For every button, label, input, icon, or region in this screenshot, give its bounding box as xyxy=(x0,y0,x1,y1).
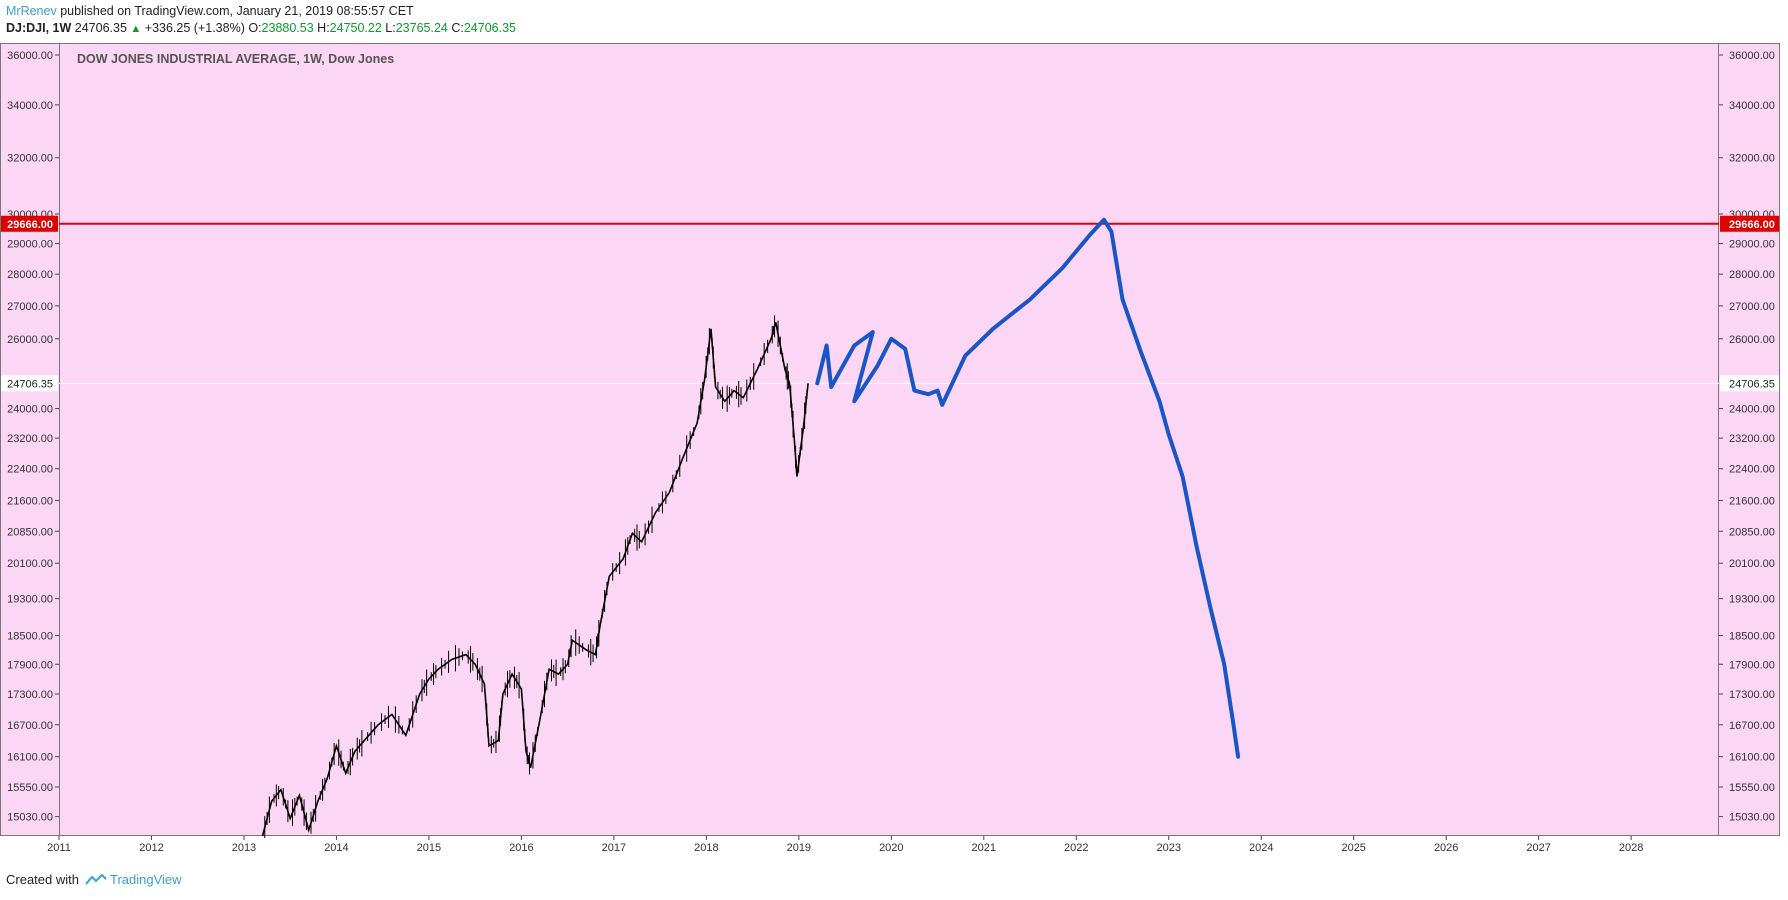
high-value: 24750.22 xyxy=(329,21,382,35)
y-tick-label-left: 36000.00 xyxy=(7,50,53,62)
x-tick-label: 2021 xyxy=(972,842,996,854)
chart-title: DOW JONES INDUSTRIAL AVERAGE, 1W, Dow Jo… xyxy=(77,52,395,66)
y-tick-label-left: 27000.00 xyxy=(7,301,53,313)
ohlc-bar: DJ:DJI, 1W 24706.35 ▲ +336.25 (+1.38%) O… xyxy=(6,21,516,37)
tradingview-link[interactable]: TradingView xyxy=(110,872,182,887)
current-price-box-left xyxy=(1,375,58,392)
y-tick-label-right: 19300.00 xyxy=(1729,594,1775,606)
x-tick-label: 2016 xyxy=(509,842,533,854)
x-tick-label: 2012 xyxy=(139,842,163,854)
x-tick-label: 2028 xyxy=(1619,842,1643,854)
y-tick-label-right: 26000.00 xyxy=(1729,334,1775,346)
close-label: C: xyxy=(451,21,464,35)
y-tick-label-left: 29000.00 xyxy=(7,239,53,251)
current-price-label-left: 24706.35 xyxy=(7,378,53,390)
y-tick-label-right: 22400.00 xyxy=(1729,464,1775,476)
tradingview-logo-icon xyxy=(84,873,107,885)
low-label: L: xyxy=(385,21,396,35)
footer: Created with TradingView xyxy=(6,872,182,887)
x-tick-label: 2025 xyxy=(1341,842,1365,854)
resistance-label-box-right xyxy=(1720,215,1779,232)
projection-drawing xyxy=(815,217,1241,759)
y-tick-label-right: 16700.00 xyxy=(1729,720,1775,732)
y-tick-label-left: 22400.00 xyxy=(7,464,53,476)
y-tick-label-left: 17300.00 xyxy=(7,689,53,701)
y-tick-label-right: 36000.00 xyxy=(1729,50,1775,62)
y-tick-label-right: 24000.00 xyxy=(1729,404,1775,416)
y-tick-label-right: 18500.00 xyxy=(1729,631,1775,643)
x-tick-label: 2014 xyxy=(324,842,348,854)
y-tick-label-right: 34000.00 xyxy=(1729,100,1775,112)
left-price-axis[interactable] xyxy=(0,43,59,836)
y-tick-label-right: 15550.00 xyxy=(1729,782,1775,794)
y-tick-label-left: 34000.00 xyxy=(7,100,53,112)
x-tick-label: 2015 xyxy=(417,842,441,854)
low-value: 23765.24 xyxy=(395,21,448,35)
x-tick-label: 2020 xyxy=(879,842,903,854)
current-price-box-right xyxy=(1720,375,1779,392)
y-tick-label-left: 15550.00 xyxy=(7,782,53,794)
x-tick-label: 2027 xyxy=(1526,842,1550,854)
symbol-label: DJ:DJI, 1W xyxy=(6,21,72,35)
x-tick-label: 2026 xyxy=(1434,842,1458,854)
y-tick-label-left: 20100.00 xyxy=(7,558,53,570)
y-tick-label-right: 28000.00 xyxy=(1729,269,1775,281)
y-tick-label-left: 17900.00 xyxy=(7,659,53,671)
y-tick-label-right: 16100.00 xyxy=(1729,752,1775,764)
up-arrow-icon: ▲ xyxy=(130,23,142,35)
x-tick-label: 2013 xyxy=(232,842,256,854)
y-tick-label-right: 17900.00 xyxy=(1729,659,1775,671)
high-label: H: xyxy=(317,21,330,35)
y-tick-label-left: 20850.00 xyxy=(7,526,53,538)
y-tick-label-right: 15030.00 xyxy=(1729,812,1775,824)
x-tick-label: 2019 xyxy=(787,842,811,854)
x-tick-label: 2011 xyxy=(47,842,71,854)
last-price: 24706.35 xyxy=(74,21,127,35)
right-price-axis[interactable] xyxy=(1719,43,1780,836)
open-value: 23880.53 xyxy=(261,21,314,35)
y-tick-label-left: 19300.00 xyxy=(7,594,53,606)
y-tick-label-right: 32000.00 xyxy=(1729,153,1775,165)
y-tick-label-left: 23200.00 xyxy=(7,433,53,445)
y-tick-label-left: 26000.00 xyxy=(7,334,53,346)
open-label: O: xyxy=(248,21,262,35)
y-tick-label-right: 21600.00 xyxy=(1729,495,1775,507)
y-tick-label-left: 21600.00 xyxy=(7,495,53,507)
publish-text: published on TradingView.com, January 21… xyxy=(60,4,414,18)
x-tick-label: 2023 xyxy=(1157,842,1181,854)
y-tick-label-left: 28000.00 xyxy=(7,269,53,281)
close-value: 24706.35 xyxy=(463,21,516,35)
resistance-label-box-left xyxy=(1,215,58,232)
author-link[interactable]: MrRenev xyxy=(6,4,57,18)
x-tick-label: 2022 xyxy=(1064,842,1088,854)
y-tick-label-right: 27000.00 xyxy=(1729,301,1775,313)
y-tick-label-right: 23200.00 xyxy=(1729,433,1775,445)
y-tick-label-right: 20850.00 xyxy=(1729,526,1775,538)
y-tick-label-left: 16700.00 xyxy=(7,720,53,732)
y-tick-label-right: 29000.00 xyxy=(1729,239,1775,251)
y-tick-label-left: 24000.00 xyxy=(7,404,53,416)
y-tick-label-right: 17300.00 xyxy=(1729,689,1775,701)
change-value: +336.25 (+1.38%) xyxy=(144,21,245,35)
y-tick-label-right: 20100.00 xyxy=(1729,558,1775,570)
resistance-label-left: 29666.00 xyxy=(7,219,53,231)
current-price-label-right: 24706.35 xyxy=(1729,378,1775,390)
publish-info: MrRenev published on TradingView.com, Ja… xyxy=(6,4,414,19)
y-tick-label-left: 32000.00 xyxy=(7,153,53,165)
resistance-label-right: 29666.00 xyxy=(1729,219,1775,231)
x-tick-label: 2017 xyxy=(602,842,626,854)
price-series-line xyxy=(261,321,809,837)
y-tick-label-left: 15030.00 xyxy=(7,812,53,824)
plot-area[interactable] xyxy=(59,43,1719,836)
y-tick-label-left: 16100.00 xyxy=(7,752,53,764)
created-with-text: Created with xyxy=(6,872,79,887)
y-tick-label-left: 18500.00 xyxy=(7,631,53,643)
x-tick-label: 2018 xyxy=(694,842,718,854)
x-tick-label: 2024 xyxy=(1249,842,1273,854)
